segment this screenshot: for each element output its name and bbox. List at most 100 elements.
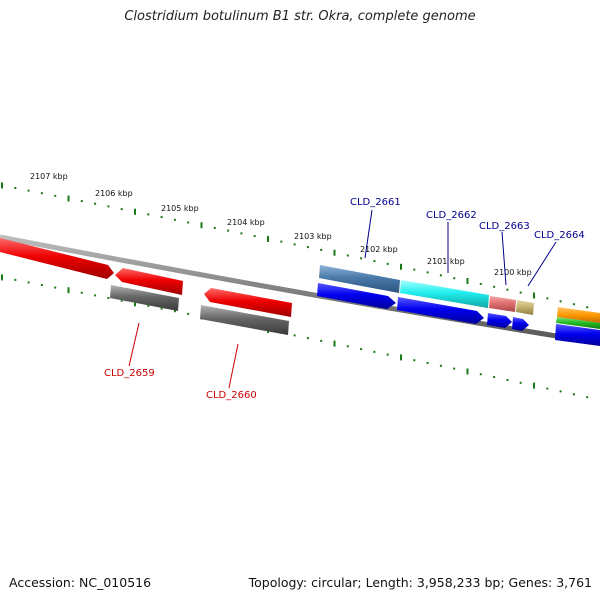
ruler-major-tick xyxy=(333,340,336,347)
ruler-minor-tick xyxy=(519,381,522,384)
ruler-label-2104: 2104 kbp xyxy=(227,218,265,227)
gene-arrow-blue-2[interactable] xyxy=(397,297,484,324)
ruler-minor-tick xyxy=(173,218,176,221)
ruler-minor-tick xyxy=(453,277,456,280)
ruler-minor-tick xyxy=(14,278,17,281)
ruler-minor-tick xyxy=(493,376,496,379)
ruler-label-2106: 2106 kbp xyxy=(95,189,133,198)
ruler-minor-tick xyxy=(373,260,376,263)
ruler-minor-tick xyxy=(413,359,416,362)
gene-arrow-red-3[interactable] xyxy=(204,288,292,317)
ruler-minor-tick xyxy=(253,235,256,238)
ruler-labels: 2107 kbp 2106 kbp 2105 kbp 2104 kbp 2103… xyxy=(30,172,532,277)
gene-arrow-blue-3[interactable] xyxy=(487,313,512,328)
gene-arrow-blue-4[interactable] xyxy=(512,317,529,331)
gene-arrow-blue-5[interactable] xyxy=(555,324,600,346)
ruler-minor-tick xyxy=(386,262,389,265)
ruler-minor-tick xyxy=(479,282,482,285)
topology-summary-text: Topology: circular; Length: 3,958,233 bp… xyxy=(248,575,592,590)
gene-bar-cld-2662[interactable] xyxy=(400,280,489,308)
ruler-major-tick xyxy=(267,235,269,242)
gene-bar-orange[interactable] xyxy=(557,307,600,323)
ruler-major-tick xyxy=(466,368,469,375)
ruler-minor-tick xyxy=(519,291,522,294)
leader-cld-2663 xyxy=(501,231,507,286)
ruler-major-tick xyxy=(533,382,535,389)
gene-label-cld-2663[interactable]: CLD_2663 xyxy=(479,221,530,232)
ruler-minor-tick xyxy=(280,240,283,243)
ruler-major-tick xyxy=(333,249,336,256)
genome-backbone xyxy=(0,234,600,346)
gene-label-cld-2662[interactable]: CLD_2662 xyxy=(426,210,477,221)
ruler-major-tick xyxy=(400,263,402,270)
gene-bar-cld-2664[interactable] xyxy=(516,300,534,315)
ruler-minor-tick xyxy=(546,297,549,300)
gene-arrow-blue-1[interactable] xyxy=(317,283,396,309)
ruler-minor-tick xyxy=(107,297,110,299)
ruler-major-tick xyxy=(200,222,203,229)
ruler-minor-tick xyxy=(240,232,243,235)
leader-cld-2661 xyxy=(364,209,373,259)
label-leaders xyxy=(128,209,557,389)
gene-label-cld-2659[interactable]: CLD_2659 xyxy=(104,368,155,379)
ruler-minor-tick xyxy=(453,367,456,370)
ruler-minor-tick xyxy=(439,274,442,277)
ruler-minor-tick xyxy=(147,213,150,216)
ruler-minor-tick xyxy=(14,187,17,189)
ruler-major-tick xyxy=(134,208,136,215)
ruler-minor-tick xyxy=(306,246,309,249)
ruler-minor-tick xyxy=(586,306,589,309)
gene-arrow-red-left[interactable] xyxy=(0,238,114,279)
ruler-minor-tick xyxy=(27,189,30,192)
gene-labels: CLD_2661 CLD_2662 CLD_2663 CLD_2664 CLD_… xyxy=(104,197,585,401)
ruler-minor-tick xyxy=(346,345,349,348)
gene-bar-cld-2661[interactable] xyxy=(319,265,400,293)
ruler-minor-tick xyxy=(80,200,83,203)
ruler-minor-tick xyxy=(506,379,509,381)
ruler-minor-tick xyxy=(559,300,562,303)
ruler-minor-tick xyxy=(107,205,110,208)
ruler-minor-tick xyxy=(306,337,309,340)
gene-features-upper xyxy=(0,238,600,346)
ruler-minor-tick xyxy=(160,216,163,219)
ruler-minor-tick xyxy=(586,396,589,399)
ruler-minor-tick xyxy=(227,229,230,232)
ruler-label-2101: 2101 kbp xyxy=(427,257,465,266)
ruler-major-tick xyxy=(67,287,70,294)
gene-label-cld-2661[interactable]: CLD_2661 xyxy=(350,197,401,208)
ruler-minor-tick xyxy=(147,304,150,307)
gene-arrow-red-2[interactable] xyxy=(115,268,183,295)
ruler-minor-tick xyxy=(27,281,30,284)
ruler-major-tick xyxy=(1,182,3,189)
ruler-minor-tick xyxy=(479,373,482,376)
ruler-minor-tick xyxy=(572,393,575,396)
ruler-minor-tick xyxy=(160,307,163,310)
ruler-minor-tick xyxy=(94,294,97,297)
gene-label-cld-2664[interactable]: CLD_2664 xyxy=(534,230,585,241)
outer-ruler-ticks xyxy=(1,182,589,309)
ruler-minor-tick xyxy=(40,192,43,195)
ruler-major-tick xyxy=(1,274,3,281)
gene-bar-cld-2659[interactable] xyxy=(110,285,179,311)
ruler-minor-tick xyxy=(320,339,323,342)
ruler-minor-tick xyxy=(173,310,176,313)
ruler-minor-tick xyxy=(559,390,562,393)
ruler-minor-tick xyxy=(386,353,389,356)
gene-label-cld-2660[interactable]: CLD_2660 xyxy=(206,390,257,401)
ruler-minor-tick xyxy=(493,285,496,288)
ruler-major-tick xyxy=(400,354,402,361)
ruler-minor-tick xyxy=(346,254,349,257)
gene-bar-cld-2660[interactable] xyxy=(200,305,289,335)
ruler-minor-tick xyxy=(54,194,57,197)
ruler-major-tick xyxy=(67,195,70,202)
ruler-minor-tick xyxy=(546,387,549,390)
ruler-minor-tick xyxy=(506,288,509,291)
ruler-minor-tick xyxy=(80,291,83,294)
ruler-minor-tick xyxy=(320,248,323,251)
leader-cld-2659 xyxy=(128,322,140,367)
gene-bar-green[interactable] xyxy=(556,317,600,329)
gene-bar-cld-2663[interactable] xyxy=(489,296,516,312)
ruler-minor-tick xyxy=(439,364,442,367)
ruler-major-tick xyxy=(533,292,535,299)
